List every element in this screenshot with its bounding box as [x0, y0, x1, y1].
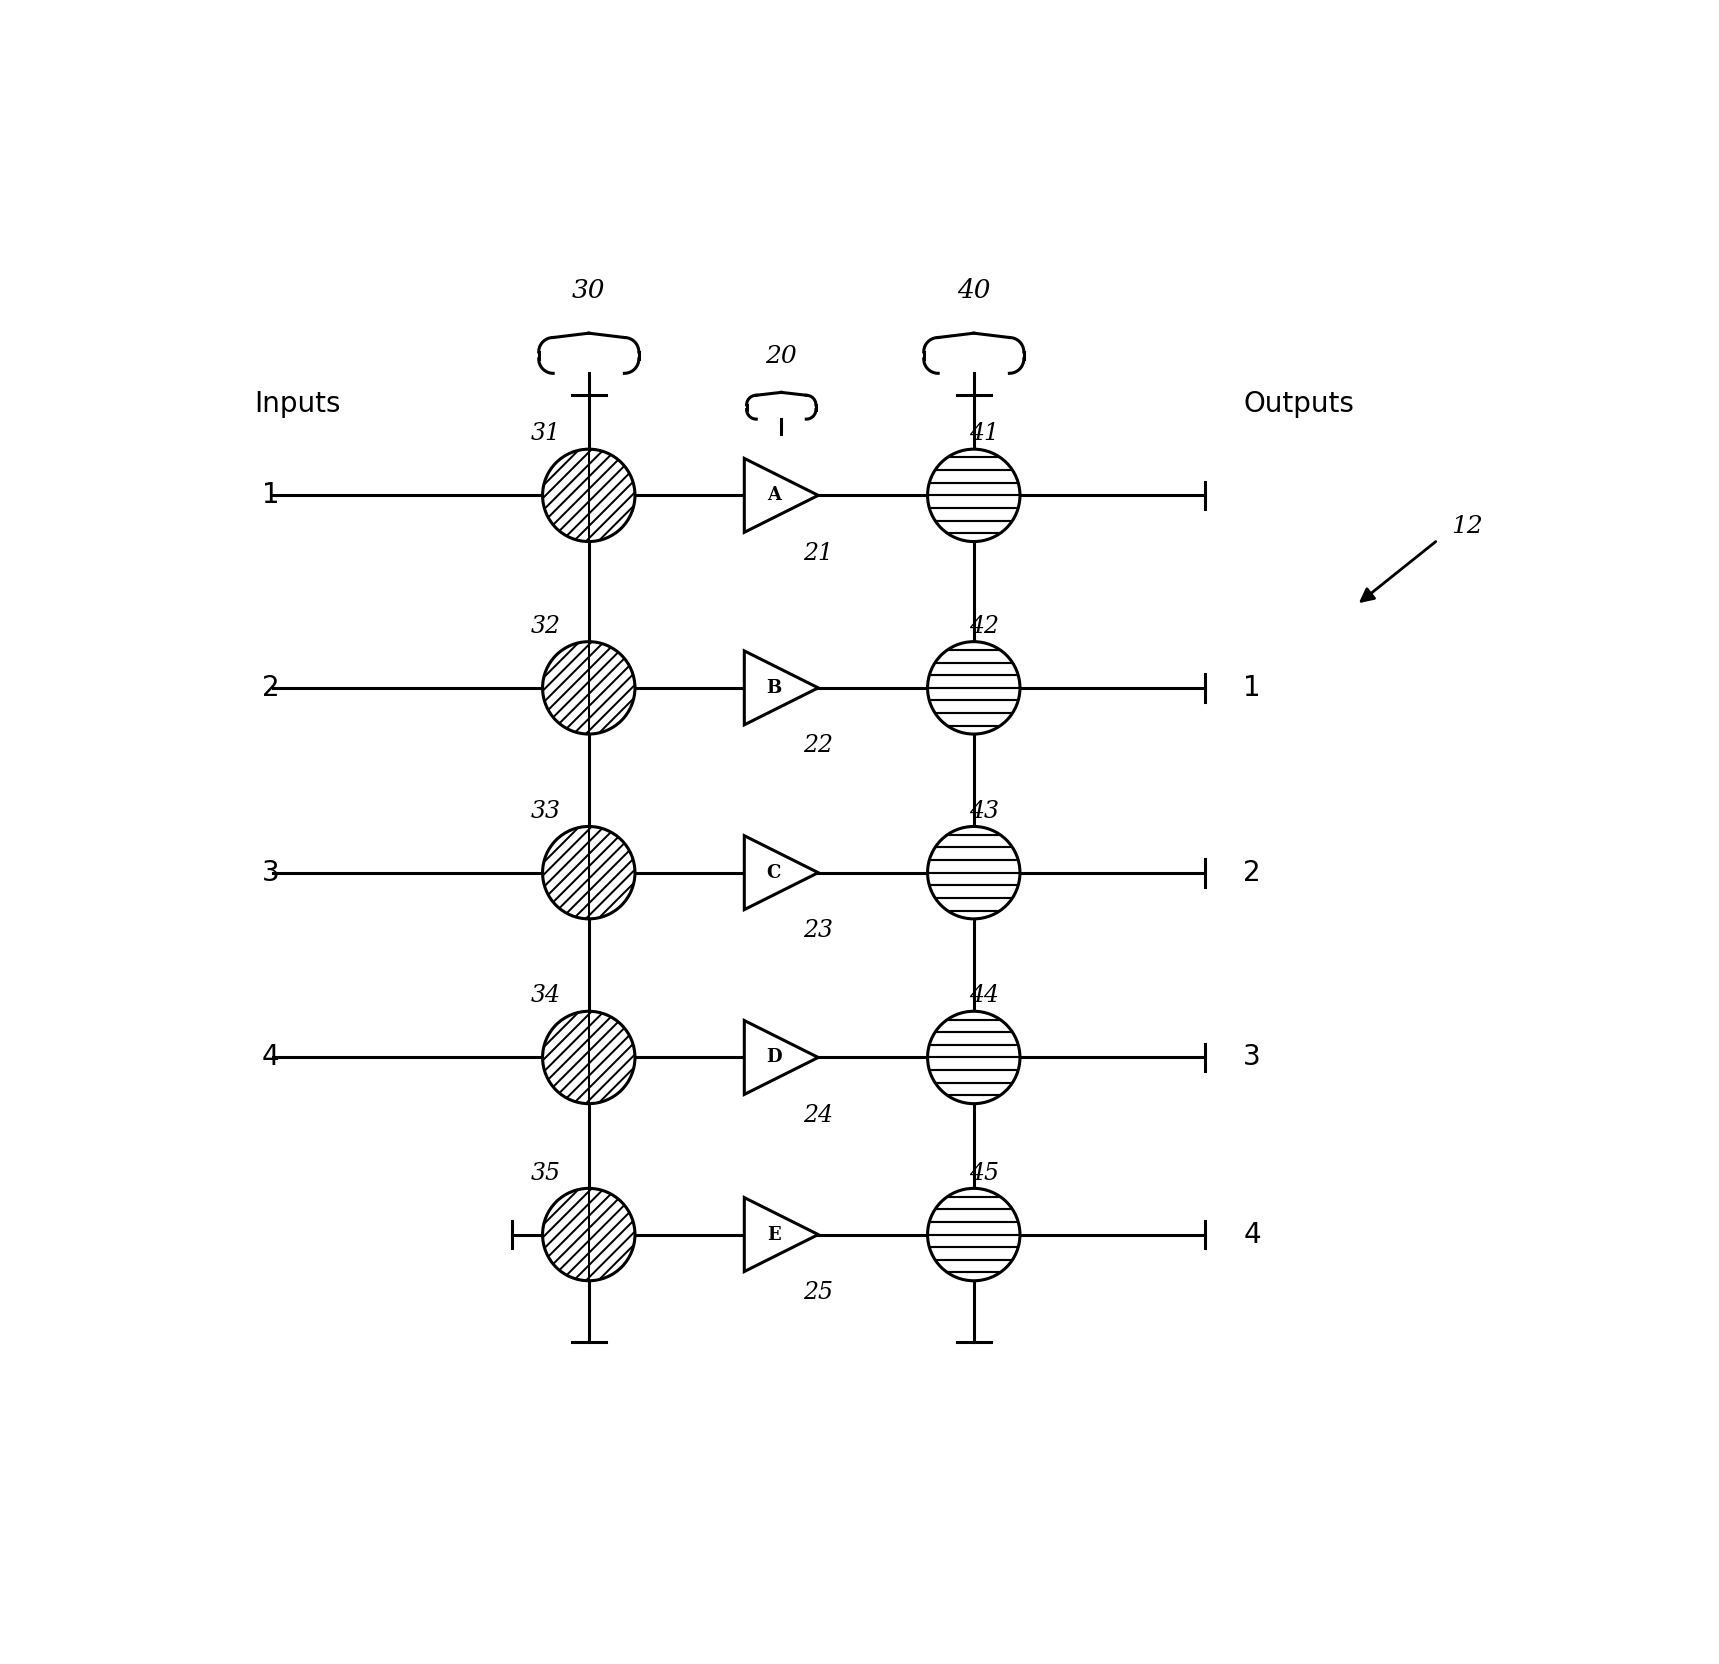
Circle shape — [543, 1012, 634, 1103]
Text: A: A — [767, 486, 780, 504]
Text: 45: 45 — [970, 1161, 999, 1185]
Polygon shape — [744, 458, 818, 532]
Text: 41: 41 — [970, 423, 999, 446]
Text: 3: 3 — [1243, 1043, 1262, 1072]
Circle shape — [543, 827, 634, 919]
Text: 44: 44 — [970, 985, 999, 1007]
Text: 12: 12 — [1451, 514, 1483, 537]
Circle shape — [543, 449, 634, 541]
Text: 2: 2 — [261, 674, 278, 702]
Circle shape — [928, 449, 1019, 541]
Text: Outputs: Outputs — [1243, 391, 1355, 418]
Circle shape — [928, 642, 1019, 734]
Circle shape — [543, 1188, 634, 1281]
Circle shape — [543, 449, 634, 541]
Text: 3: 3 — [261, 859, 278, 887]
Circle shape — [543, 642, 634, 734]
Polygon shape — [744, 1020, 818, 1095]
Text: 32: 32 — [531, 614, 560, 637]
Text: 20: 20 — [765, 346, 798, 368]
Polygon shape — [744, 1198, 818, 1271]
Circle shape — [928, 1188, 1019, 1281]
Polygon shape — [744, 651, 818, 726]
Text: 42: 42 — [970, 614, 999, 637]
Circle shape — [543, 1012, 634, 1103]
Circle shape — [928, 1188, 1019, 1281]
Circle shape — [928, 1012, 1019, 1103]
Text: 24: 24 — [803, 1103, 834, 1127]
Circle shape — [543, 827, 634, 919]
Text: Inputs: Inputs — [254, 391, 340, 418]
Text: B: B — [767, 679, 782, 697]
Text: 4: 4 — [261, 1043, 278, 1072]
Circle shape — [928, 449, 1019, 541]
Circle shape — [928, 827, 1019, 919]
Circle shape — [928, 642, 1019, 734]
Text: E: E — [767, 1226, 780, 1243]
Text: 1: 1 — [1243, 674, 1262, 702]
Text: 34: 34 — [531, 985, 560, 1007]
Text: 35: 35 — [531, 1161, 560, 1185]
Text: 25: 25 — [803, 1281, 834, 1305]
Circle shape — [543, 642, 634, 734]
Text: 4: 4 — [1243, 1221, 1262, 1248]
Text: 40: 40 — [957, 278, 990, 303]
Text: C: C — [767, 864, 780, 882]
Circle shape — [928, 827, 1019, 919]
Text: 22: 22 — [803, 734, 834, 757]
Polygon shape — [744, 835, 818, 910]
Text: 21: 21 — [803, 541, 834, 564]
Text: 33: 33 — [531, 800, 560, 822]
Circle shape — [928, 1012, 1019, 1103]
Text: D: D — [767, 1048, 782, 1067]
Text: 1: 1 — [261, 481, 278, 509]
Text: 31: 31 — [531, 423, 560, 446]
Text: 23: 23 — [803, 919, 834, 942]
Text: 30: 30 — [572, 278, 605, 303]
Text: 43: 43 — [970, 800, 999, 822]
Text: 2: 2 — [1243, 859, 1262, 887]
Circle shape — [543, 1188, 634, 1281]
